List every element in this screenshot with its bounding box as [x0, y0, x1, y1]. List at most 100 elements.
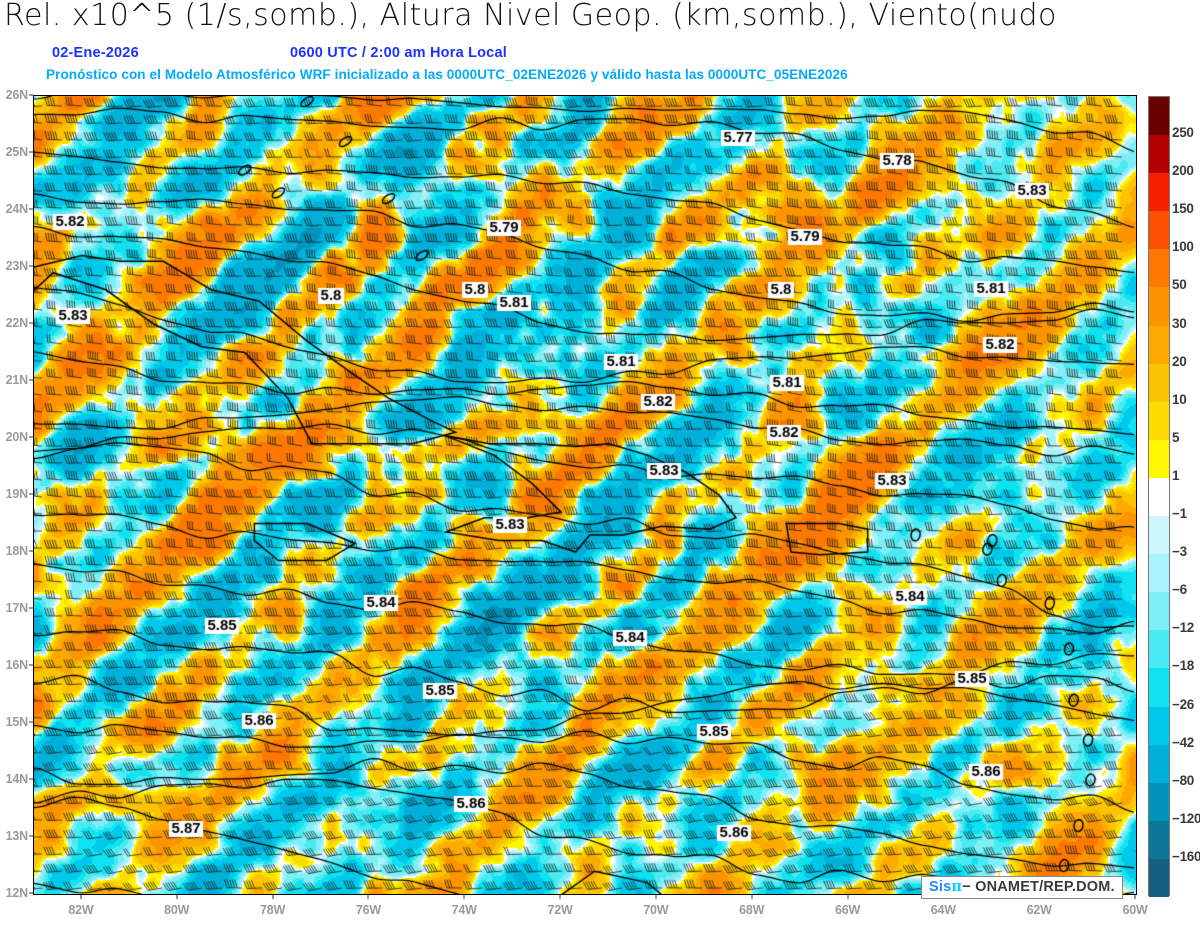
y-tick-18N: 18N	[5, 544, 29, 558]
y-tick-26N: 26N	[5, 88, 29, 102]
colorbar-tick-neg3: −3	[1172, 544, 1187, 560]
watermark-brand: Sis	[929, 879, 952, 895]
map-plot-area[interactable]	[33, 95, 1137, 895]
y-tickmark	[29, 322, 33, 324]
y-tick-15N: 15N	[5, 715, 29, 729]
colorbar-segment-0	[1149, 97, 1169, 136]
x-tick-62W: 62W	[1026, 903, 1052, 917]
y-tick-22N: 22N	[5, 316, 29, 330]
pi-symbol-icon: π	[951, 878, 963, 895]
colorbar-segment-12	[1149, 554, 1169, 593]
colorbar-segment-6	[1149, 325, 1169, 364]
colorbar-tick-250: 250	[1172, 125, 1194, 141]
colorbar-segment-18	[1149, 782, 1169, 821]
y-tickmark	[29, 436, 33, 438]
x-tickmark	[79, 895, 82, 899]
x-tick-72W: 72W	[547, 903, 573, 917]
y-tickmark	[29, 778, 33, 780]
x-tick-64W: 64W	[930, 903, 956, 917]
colorbar-tick-neg160: −160	[1172, 848, 1200, 864]
forecast-time: 0600 UTC / 2:00 am Hora Local	[290, 45, 507, 61]
colorbar-segment-3	[1149, 211, 1169, 250]
colorbar-segment-1	[1149, 135, 1169, 174]
x-tickmark	[559, 895, 562, 899]
x-tickmark	[271, 895, 274, 899]
colorbar-segment-19	[1149, 820, 1169, 859]
colorbar-tick-100: 100	[1172, 239, 1194, 255]
colorbar-tick-neg1: −1	[1172, 506, 1187, 522]
colorbar-tick-neg80: −80	[1172, 772, 1194, 788]
colorbar-segment-4	[1149, 249, 1169, 288]
y-tickmark	[29, 664, 33, 666]
x-tick-68W: 68W	[739, 903, 765, 917]
page-title: Rel. x10^5 (1/s,somb.), Altura Nivel Geo…	[4, 0, 1057, 33]
colorbar-tick-neg12: −12	[1172, 620, 1194, 636]
colorbar-segment-2	[1149, 173, 1169, 212]
colorbar[interactable]	[1148, 96, 1170, 897]
colorbar-segment-17	[1149, 744, 1169, 783]
x-tickmark	[175, 895, 178, 899]
x-tick-76W: 76W	[355, 903, 381, 917]
colorbar-segment-20	[1149, 858, 1169, 897]
colorbar-segment-13	[1149, 592, 1169, 631]
colorbar-tick-1: 1	[1172, 467, 1180, 483]
y-tick-25N: 25N	[5, 145, 29, 159]
chart-header: Rel. x10^5 (1/s,somb.), Altura Nivel Geo…	[0, 0, 1200, 95]
y-tick-19N: 19N	[5, 487, 29, 501]
colorbar-segment-14	[1149, 630, 1169, 669]
colorbar-tick-neg120: −120	[1172, 810, 1200, 826]
colorbar-tick-neg18: −18	[1172, 658, 1194, 674]
colorbar-tick-neg42: −42	[1172, 734, 1194, 750]
colorbar-tick-5: 5	[1172, 429, 1180, 445]
colorbar-segment-11	[1149, 516, 1169, 555]
watermark-org: − ONAMET/REP.DOM.	[962, 879, 1115, 895]
y-tick-20N: 20N	[5, 430, 29, 444]
colorbar-segment-15	[1149, 668, 1169, 707]
x-tickmark	[846, 895, 849, 899]
y-tick-14N: 14N	[5, 772, 29, 786]
x-tick-66W: 66W	[834, 903, 861, 917]
x-tickmark	[367, 895, 370, 899]
y-tickmark	[29, 493, 33, 495]
colorbar-tick-50: 50	[1172, 277, 1187, 293]
source-watermark: Sisπ− ONAMET/REP.DOM.	[921, 876, 1123, 899]
y-tickmark	[29, 265, 33, 267]
colorbar-tick-30: 30	[1172, 315, 1187, 331]
y-tick-24N: 24N	[5, 202, 29, 216]
x-tick-70W: 70W	[643, 903, 669, 917]
x-tick-78W: 78W	[260, 903, 286, 917]
y-tickmark	[29, 835, 33, 837]
y-tick-16N: 16N	[5, 658, 29, 672]
colorbar-tick-10: 10	[1172, 391, 1187, 407]
colorbar-tick-200: 200	[1172, 163, 1194, 179]
y-tick-13N: 13N	[5, 829, 29, 843]
y-tickmark	[29, 94, 33, 96]
x-tickmark	[1134, 895, 1136, 899]
y-tickmark	[29, 550, 33, 552]
model-run-info: Pronóstico con el Modelo Atmosférico WRF…	[46, 67, 848, 82]
x-tickmark	[750, 895, 753, 899]
x-tickmark	[463, 895, 466, 899]
vorticity-heatmap-canvas	[34, 96, 1136, 894]
colorbar-segment-7	[1149, 363, 1169, 402]
x-tick-60W: 60W	[1122, 903, 1148, 917]
y-tickmark	[29, 721, 33, 723]
y-tickmark	[29, 151, 33, 153]
y-tick-12N: 12N	[5, 886, 29, 900]
colorbar-tick-150: 150	[1172, 201, 1194, 217]
x-tick-82W: 82W	[68, 903, 94, 917]
colorbar-segment-16	[1149, 706, 1169, 745]
x-tickmark	[654, 895, 657, 899]
colorbar-segment-5	[1149, 287, 1169, 326]
colorbar-segment-8	[1149, 401, 1169, 440]
x-tick-74W: 74W	[451, 903, 477, 917]
y-tickmark	[29, 607, 33, 609]
y-tickmark	[29, 208, 33, 210]
colorbar-tick-20: 20	[1172, 353, 1187, 369]
y-tick-23N: 23N	[5, 259, 29, 273]
y-tickmark	[29, 379, 33, 381]
colorbar-segment-9	[1149, 439, 1169, 478]
y-tick-17N: 17N	[5, 601, 29, 615]
colorbar-segment-10	[1149, 477, 1169, 517]
colorbar-tick-neg26: −26	[1172, 696, 1194, 712]
